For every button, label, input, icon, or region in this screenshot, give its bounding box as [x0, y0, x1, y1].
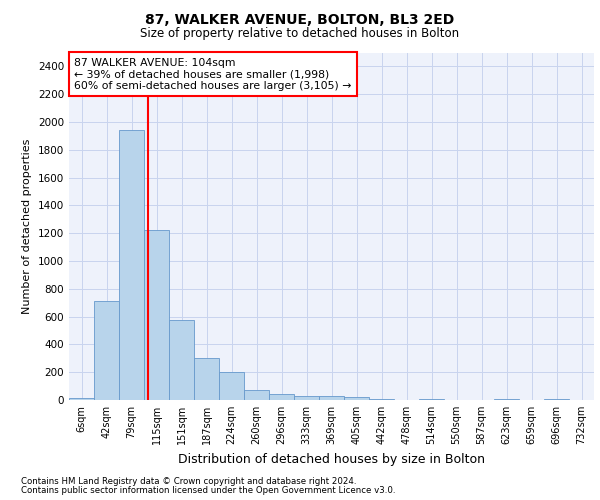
Text: 87, WALKER AVENUE, BOLTON, BL3 2ED: 87, WALKER AVENUE, BOLTON, BL3 2ED — [145, 12, 455, 26]
Bar — [244, 390, 269, 400]
Bar — [94, 302, 119, 400]
Bar — [169, 320, 194, 400]
Bar — [294, 396, 319, 400]
Bar — [194, 358, 219, 400]
X-axis label: Distribution of detached houses by size in Bolton: Distribution of detached houses by size … — [178, 452, 485, 466]
Y-axis label: Number of detached properties: Number of detached properties — [22, 138, 32, 314]
Text: Contains public sector information licensed under the Open Government Licence v3: Contains public sector information licen… — [21, 486, 395, 495]
Text: Size of property relative to detached houses in Bolton: Size of property relative to detached ho… — [140, 28, 460, 40]
Bar — [319, 396, 344, 400]
Bar — [144, 230, 169, 400]
Bar — [69, 398, 94, 400]
Bar — [219, 372, 244, 400]
Bar — [119, 130, 144, 400]
Bar — [344, 396, 369, 400]
Bar — [269, 394, 294, 400]
Text: 87 WALKER AVENUE: 104sqm
← 39% of detached houses are smaller (1,998)
60% of sem: 87 WALKER AVENUE: 104sqm ← 39% of detach… — [74, 58, 352, 91]
Text: Contains HM Land Registry data © Crown copyright and database right 2024.: Contains HM Land Registry data © Crown c… — [21, 477, 356, 486]
